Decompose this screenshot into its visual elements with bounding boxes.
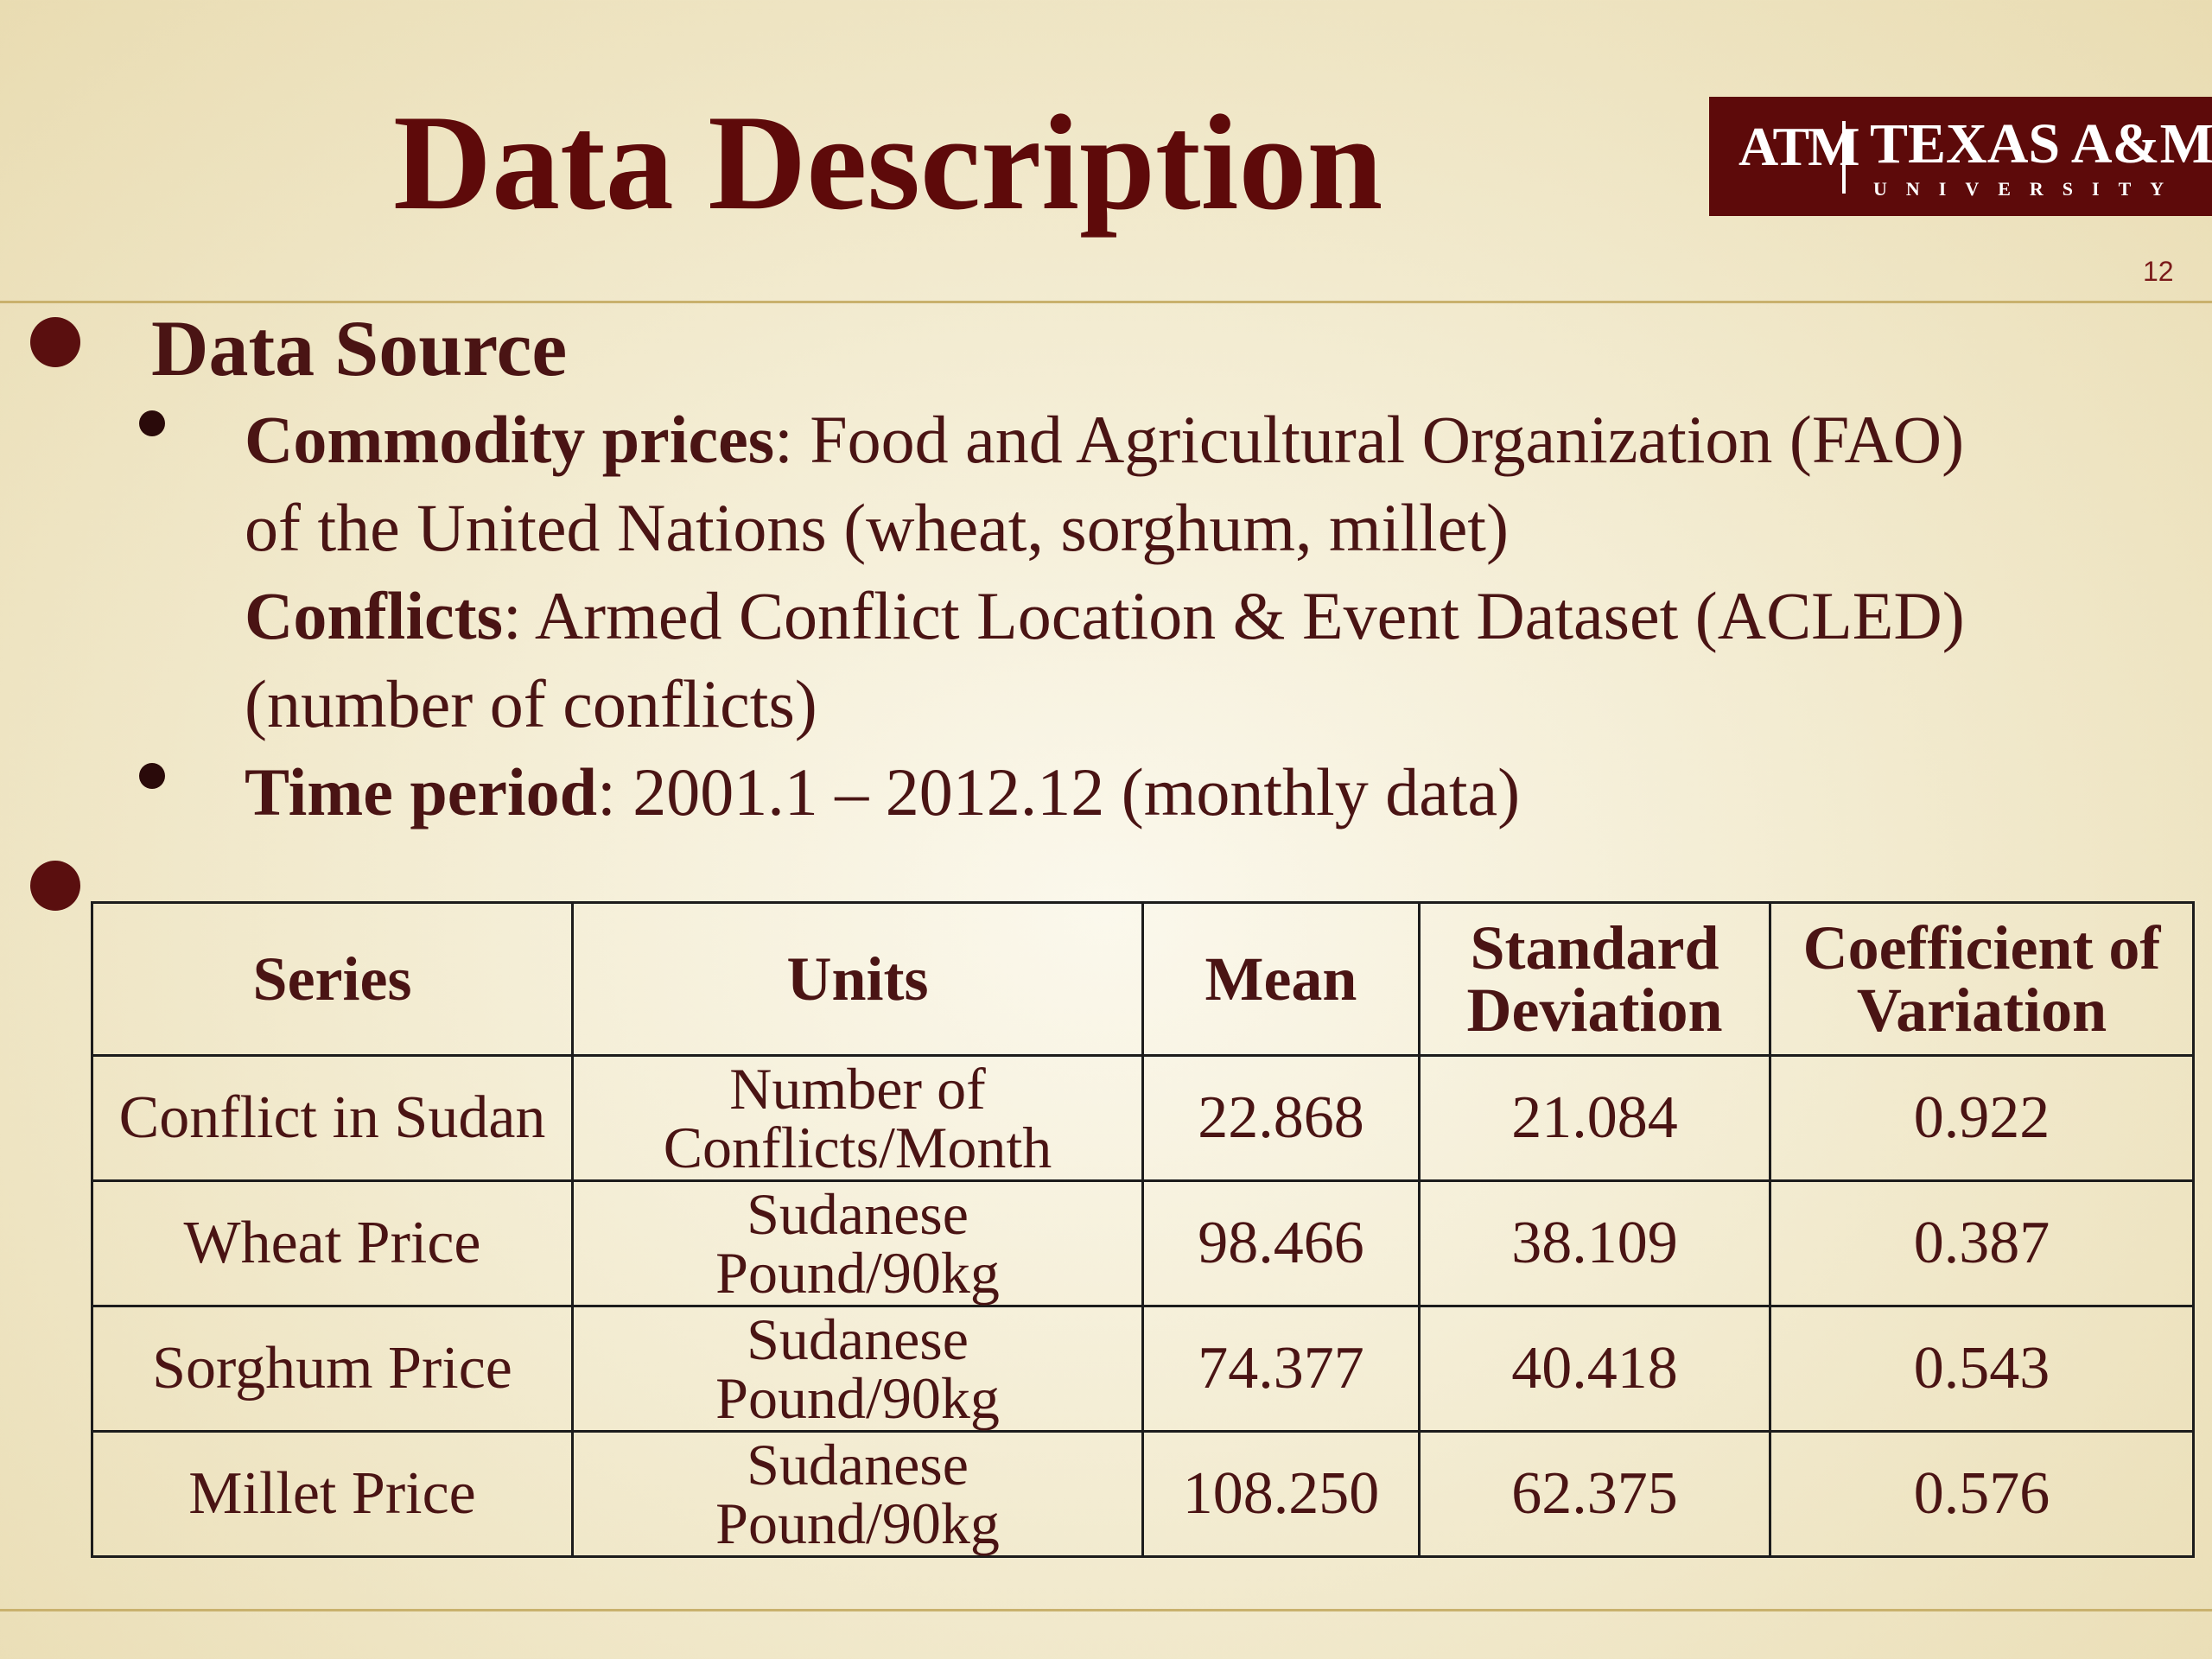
commodity-line-1: Commodity prices: Food and Agricultural … (245, 396, 1964, 483)
cell-sd: 21.084 (1418, 1054, 1771, 1182)
header-units: Units (571, 901, 1144, 1057)
slide-title: Data Description (393, 87, 1383, 238)
commodity-text: : Food and Agricultural Organization (FA… (774, 402, 1965, 477)
units-line-1: Sudanese (747, 1306, 969, 1372)
statistics-table-wrap: Series Units Mean Standard Deviation Coe… (91, 901, 2195, 1558)
conflicts-text: : Armed Conflict Location & Event Datase… (502, 578, 1965, 653)
header-coefficient-of-variation: Coefficient of Variation (1769, 901, 2195, 1057)
cell-mean: 74.377 (1141, 1305, 1421, 1433)
header-sd-line-2: Deviation (1466, 976, 1723, 1045)
cell-cv: 0.387 (1769, 1179, 2195, 1307)
table-row: Wheat Price Sudanese Pound/90kg 98.466 3… (91, 1179, 2195, 1307)
statistics-table: Series Units Mean Standard Deviation Coe… (91, 901, 2195, 1558)
header-divider (0, 301, 2212, 303)
time-period-label: Time period (245, 754, 598, 830)
header-standard-deviation: Standard Deviation (1418, 901, 1771, 1057)
cell-units: Sudanese Pound/90kg (571, 1305, 1144, 1433)
cell-sd: 38.109 (1418, 1179, 1771, 1307)
units-line-1: Number of (729, 1056, 986, 1122)
bullet-icon (30, 861, 80, 911)
header-mean: Mean (1141, 901, 1421, 1057)
footer-divider (0, 1609, 2212, 1611)
cell-series: Sorghum Price (91, 1305, 574, 1433)
units-line-1: Sudanese (747, 1181, 969, 1247)
time-period-text: : 2001.1 – 2012.12 (monthly data) (597, 754, 1521, 830)
slide-number: 12 (2143, 256, 2174, 287)
units-line-2: Pound/90kg (715, 1365, 1000, 1431)
cell-cv: 0.576 (1769, 1430, 2195, 1558)
units-line-1: Sudanese (747, 1432, 969, 1497)
cell-series: Millet Price (91, 1430, 574, 1558)
conflicts-label: Conflicts (245, 578, 503, 653)
cell-mean: 22.868 (1141, 1054, 1421, 1182)
cell-series: Conflict in Sudan (91, 1054, 574, 1182)
conflicts-line-1: Conflicts: Armed Conflict Location & Eve… (245, 572, 1965, 659)
logo-subtitle: UNIVERSITY (1873, 178, 2183, 200)
section-heading: Data Source (151, 304, 568, 392)
cell-mean: 98.466 (1141, 1179, 1421, 1307)
logo-name: TEXAS A&M (1870, 112, 2212, 175)
table-header-row: Series Units Mean Standard Deviation Coe… (91, 901, 2195, 1057)
header-series: Series (91, 901, 574, 1057)
university-logo: ATM TEXAS A&M UNIVERSITY (1709, 97, 2212, 216)
bullet-icon (139, 763, 165, 789)
units-line-2: Conflicts/Month (663, 1115, 1052, 1180)
conflicts-line-2: (number of conflicts) (245, 666, 817, 741)
cell-sd: 40.418 (1418, 1305, 1771, 1433)
bullet-icon (30, 317, 80, 367)
table-row: Sorghum Price Sudanese Pound/90kg 74.377… (91, 1305, 2195, 1433)
cell-units: Number of Conflicts/Month (571, 1054, 1144, 1182)
logo-divider (1842, 121, 1846, 194)
header-sd-line-1: Standard (1470, 913, 1719, 982)
table-row: Conflict in Sudan Number of Conflicts/Mo… (91, 1054, 2195, 1182)
atm-logo-mark: ATM (1738, 116, 1860, 177)
header-cv-line-2: Variation (1856, 976, 2107, 1045)
bullet-icon (139, 410, 165, 436)
cell-series: Wheat Price (91, 1179, 574, 1307)
cell-mean: 108.250 (1141, 1430, 1421, 1558)
cell-units: Sudanese Pound/90kg (571, 1430, 1144, 1558)
units-line-2: Pound/90kg (715, 1240, 1000, 1306)
cell-sd: 62.375 (1418, 1430, 1771, 1558)
cell-cv: 0.922 (1769, 1054, 2195, 1182)
commodity-line-2: of the United Nations (wheat, sorghum, m… (245, 490, 1509, 565)
cell-cv: 0.543 (1769, 1305, 2195, 1433)
time-period-line: Time period: 2001.1 – 2012.12 (monthly d… (245, 748, 1520, 836)
commodity-label: Commodity prices (245, 402, 775, 477)
header-cv-line-1: Coefficient of (1802, 913, 2161, 982)
cell-units: Sudanese Pound/90kg (571, 1179, 1144, 1307)
units-line-2: Pound/90kg (715, 1491, 1000, 1556)
table-row: Millet Price Sudanese Pound/90kg 108.250… (91, 1430, 2195, 1558)
